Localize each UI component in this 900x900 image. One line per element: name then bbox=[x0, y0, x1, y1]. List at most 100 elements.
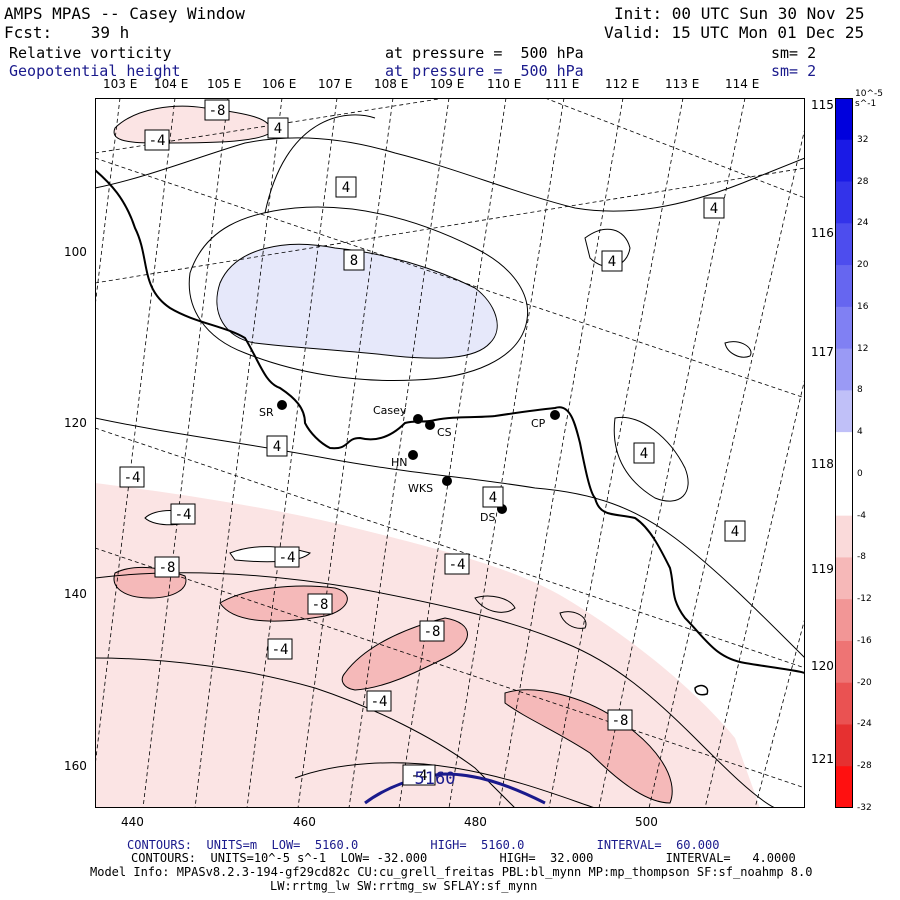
contour-line bbox=[724, 341, 752, 358]
svg-text:4: 4 bbox=[489, 490, 497, 506]
colorbar-cell bbox=[835, 682, 853, 725]
x-tick-label: 440 bbox=[121, 815, 144, 829]
colorbar-cell bbox=[835, 557, 853, 600]
colorbar-tick-label: 16 bbox=[857, 301, 869, 312]
vorticity-contours bbox=[95, 114, 805, 808]
contour-line bbox=[264, 114, 376, 214]
y-tick-label: 120 bbox=[64, 416, 87, 430]
lon-label: 114 E bbox=[725, 77, 760, 91]
colorbar-tick-label: 0 bbox=[857, 468, 863, 479]
lon-label: 112 E bbox=[605, 77, 640, 91]
meridian-line bbox=[246, 98, 338, 808]
svg-text:4: 4 bbox=[342, 180, 350, 196]
colorbar-cell bbox=[835, 306, 853, 350]
station-dot-sr bbox=[277, 400, 287, 410]
colorbar-cell bbox=[835, 599, 853, 642]
colorbar-tick-label: -24 bbox=[857, 719, 872, 730]
lon-label: 108 E bbox=[374, 77, 409, 91]
contour-line bbox=[613, 416, 689, 502]
height-contour-5160 bbox=[364, 772, 546, 805]
meridian-line bbox=[142, 98, 229, 808]
map-frame bbox=[95, 98, 805, 808]
svg-text:-4: -4 bbox=[371, 694, 388, 710]
station-dot-wks bbox=[442, 476, 452, 486]
model-info-physics: LW:rrtmg_lw SW:rrtmg_sw SFLAY:sf_mynn bbox=[270, 879, 538, 893]
svg-text:-8: -8 bbox=[312, 597, 329, 613]
contour-label: 4 bbox=[482, 486, 504, 508]
height-contour-label: 5160 bbox=[415, 769, 456, 789]
colorbar-cell bbox=[835, 223, 853, 266]
meridian-line bbox=[95, 98, 121, 311]
colorbar-cell bbox=[835, 348, 853, 391]
contour-line bbox=[95, 657, 516, 808]
station-label: CS bbox=[437, 426, 452, 439]
contour-label: 4 bbox=[601, 250, 623, 272]
colorbar bbox=[835, 98, 853, 808]
svg-text:5160: 5160 bbox=[415, 769, 456, 789]
x-tick-label: 460 bbox=[293, 815, 316, 829]
contour-label bbox=[274, 553, 298, 573]
contour-label: -4 bbox=[119, 466, 145, 488]
svg-text:-8: -8 bbox=[612, 713, 629, 729]
svg-text:-4: -4 bbox=[449, 557, 466, 573]
svg-text:-4: -4 bbox=[175, 507, 192, 523]
colorbar-tick-label: -8 bbox=[857, 552, 866, 563]
meridian-line bbox=[297, 98, 394, 808]
lon-label: 104 E bbox=[154, 77, 189, 91]
svg-text:-4: -4 bbox=[272, 642, 289, 658]
svg-text:-8: -8 bbox=[209, 103, 226, 119]
colorbar-tick-label: -20 bbox=[857, 677, 872, 688]
contour-line bbox=[294, 762, 596, 808]
meridian-line bbox=[498, 98, 624, 808]
contour-line bbox=[95, 137, 805, 212]
contour-label: -8 bbox=[419, 620, 445, 642]
svg-text:-8: -8 bbox=[159, 560, 176, 576]
contour-label: -8 bbox=[607, 709, 633, 731]
contour-label: -4 bbox=[366, 690, 392, 712]
colorbar-tick-label: 12 bbox=[857, 343, 869, 354]
svg-text:4: 4 bbox=[731, 524, 739, 540]
vorticity-shading bbox=[95, 105, 760, 808]
field2-name: Geopotential height bbox=[9, 62, 181, 80]
init-time: Init: 00 UTC Sun 30 Nov 25 bbox=[614, 4, 865, 23]
colorbar-cell bbox=[835, 432, 853, 475]
svg-text:-4: -4 bbox=[124, 470, 141, 486]
contour-label: -4 bbox=[170, 503, 196, 525]
colorbar-tick-label: 8 bbox=[857, 385, 863, 396]
contour-line bbox=[474, 595, 516, 613]
colorbar-tick-label: 20 bbox=[857, 260, 869, 271]
colorbar-tick-label: 24 bbox=[857, 218, 869, 229]
colorbar-cell bbox=[835, 390, 853, 433]
colorbar-tick-label: -12 bbox=[857, 594, 872, 605]
height-contour-info: CONTOURS: UNITS=m LOW= 5160.0 HIGH= 5160… bbox=[127, 838, 720, 852]
station-markers bbox=[277, 400, 560, 514]
product-title: AMPS MPAS -- Casey Window bbox=[4, 4, 245, 23]
contour-label: 4 bbox=[633, 442, 655, 464]
contour-label: -8 bbox=[307, 593, 333, 615]
colorbar-cell bbox=[835, 98, 853, 141]
field2-smoothing: sm= 2 bbox=[771, 62, 817, 80]
vorticity-contour-info: CONTOURS: UNITS=10^-5 s^-1 LOW= -32.000 … bbox=[131, 851, 796, 865]
station-label: DS bbox=[480, 511, 495, 524]
meridian-line bbox=[95, 98, 176, 770]
contour-label-boxes: -8 -4 4 8 -4 4 4 4 4 -4 -4 -8 -4 -4 -8 -… bbox=[119, 99, 746, 789]
y-tick-label: 100 bbox=[64, 245, 87, 259]
field1-level: at pressure = 500 hPa bbox=[385, 44, 584, 62]
svg-text:-4: -4 bbox=[279, 550, 296, 566]
colorbar-cell bbox=[835, 515, 853, 558]
lon-label: 113 E bbox=[665, 77, 700, 91]
colorbar-tick-label: 28 bbox=[857, 176, 869, 187]
meridian-line bbox=[548, 98, 684, 808]
svg-text:4: 4 bbox=[640, 446, 648, 462]
colorbar-cell bbox=[835, 724, 853, 767]
contour-label: -4 bbox=[274, 546, 300, 568]
colorbar-tick-label: -32 bbox=[857, 803, 872, 813]
station-label: HN bbox=[391, 456, 408, 469]
parallel-line bbox=[95, 157, 805, 399]
positive-vorticity-area bbox=[216, 243, 498, 359]
colorbar-tick-label: -28 bbox=[857, 761, 872, 772]
svg-text:-8: -8 bbox=[424, 624, 441, 640]
x-tick-label: 500 bbox=[635, 815, 658, 829]
colorbar-cell bbox=[835, 139, 853, 183]
contour-label: -4 bbox=[267, 638, 293, 660]
